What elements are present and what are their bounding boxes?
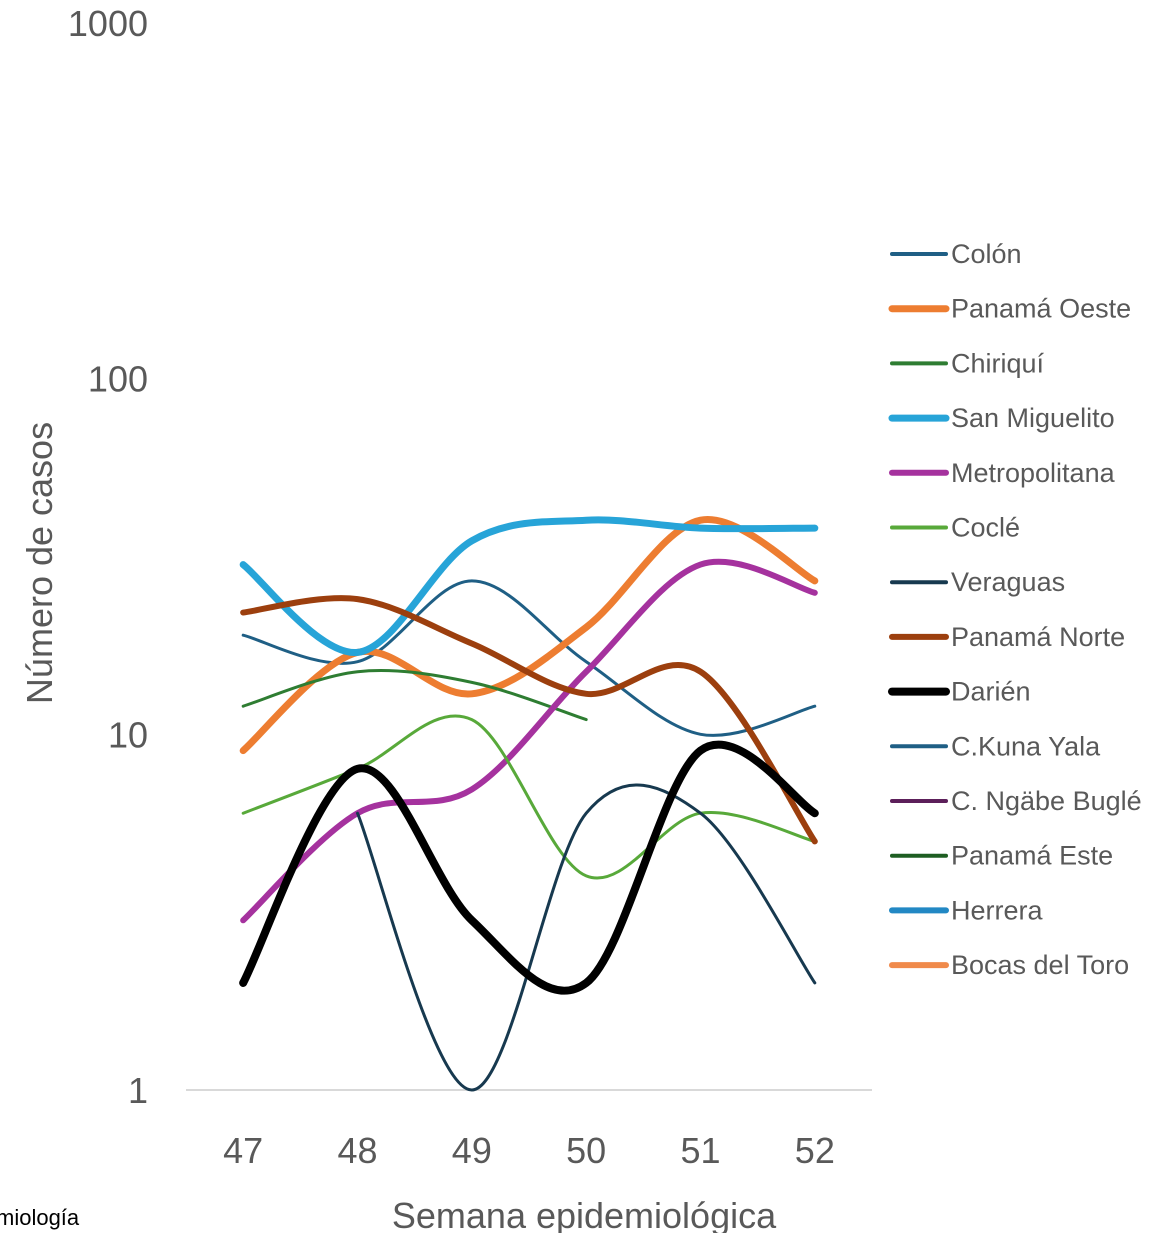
x-axis-title: Semana epidemiológica	[392, 1195, 777, 1233]
series-line-san-miguelito	[239, 516, 819, 656]
legend-item[interactable]: San Miguelito	[888, 403, 1115, 433]
legend-label: Coclé	[951, 513, 1020, 543]
x-tick-labels: 47 48 49 50 51 52	[223, 1130, 835, 1171]
series-line-metropolitana	[240, 558, 818, 924]
x-tick-label: 52	[795, 1130, 835, 1171]
legend-item[interactable]: Metropolitana	[889, 458, 1116, 488]
series-line-dari-n	[239, 740, 819, 995]
legend[interactable]: Colón Panamá Oeste Chiriquí San Miguelito Me…	[888, 239, 1142, 980]
series-line-veraguas	[356, 783, 817, 1092]
legend-label: Darién	[951, 677, 1031, 707]
legend-item[interactable]: Panamá Oeste	[888, 294, 1131, 324]
series-line-panam-norte	[240, 595, 818, 845]
x-tick-label: 51	[680, 1130, 720, 1171]
legend-item[interactable]: C. Ngäbe Buglé	[890, 786, 1142, 816]
legend-item[interactable]: Chiriquí	[890, 348, 1045, 378]
y-tick-label: 100	[88, 359, 148, 400]
y-tick-labels: 1 10 100 1000	[68, 3, 148, 1111]
legend-label: Herrera	[951, 895, 1044, 925]
legend-item[interactable]: Colón	[890, 239, 1022, 269]
legend-item[interactable]: Darién	[888, 677, 1031, 707]
x-tick-label: 47	[223, 1130, 263, 1171]
legend-label: Colón	[951, 239, 1022, 269]
legend-label: Panamá Oeste	[951, 294, 1131, 324]
y-axis-title: Número de casos	[19, 422, 60, 704]
series-line-chiriqu-	[241, 669, 588, 722]
x-tick-label: 50	[566, 1130, 606, 1171]
legend-label: C. Ngäbe Buglé	[951, 786, 1142, 816]
series-lines	[239, 516, 819, 1092]
legend-label: Metropolitana	[951, 458, 1116, 488]
legend-label: Bocas del Toro	[951, 950, 1129, 980]
legend-item[interactable]: Coclé	[890, 513, 1020, 543]
legend-label: Veraguas	[951, 567, 1065, 597]
y-tick-label: 1000	[68, 3, 148, 44]
legend-item[interactable]: Panamá Norte	[889, 622, 1125, 652]
legend-label: Panamá Norte	[951, 622, 1125, 652]
y-tick-label: 10	[108, 714, 148, 755]
series-line-panam-oeste	[239, 516, 819, 755]
legend-item[interactable]: Bocas del Toro	[889, 950, 1129, 980]
x-tick-label: 48	[337, 1130, 377, 1171]
legend-item[interactable]: Panamá Este	[890, 841, 1113, 871]
footnote-text: miología	[0, 1205, 80, 1230]
legend-label: Panamá Este	[951, 841, 1113, 871]
legend-label: Chiriquí	[951, 348, 1045, 378]
legend-item[interactable]: C.Kuna Yala	[890, 731, 1101, 761]
y-tick-label: 1	[128, 1070, 148, 1111]
legend-item[interactable]: Herrera	[889, 895, 1044, 925]
x-tick-label: 49	[452, 1130, 492, 1171]
legend-item[interactable]: Veraguas	[890, 567, 1065, 597]
series-line-col-n	[241, 579, 817, 737]
legend-label: C.Kuna Yala	[951, 731, 1101, 761]
legend-label: San Miguelito	[951, 403, 1115, 433]
